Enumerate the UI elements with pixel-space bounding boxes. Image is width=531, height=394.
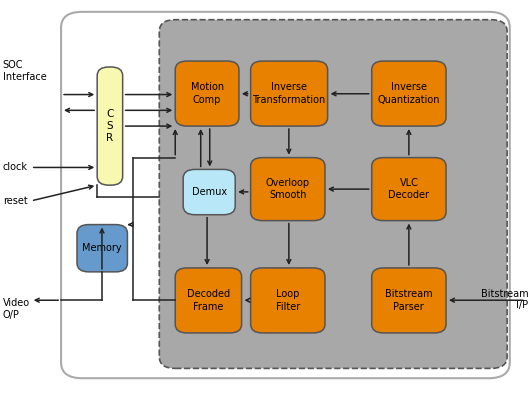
- Text: Inverse
Quantization: Inverse Quantization: [378, 82, 440, 105]
- Text: Memory: Memory: [82, 243, 122, 253]
- FancyBboxPatch shape: [175, 268, 242, 333]
- Text: Loop
Filter: Loop Filter: [276, 289, 300, 312]
- FancyBboxPatch shape: [77, 225, 127, 272]
- Text: Video
O/P: Video O/P: [3, 299, 30, 320]
- FancyBboxPatch shape: [97, 67, 123, 185]
- Text: Overloop
Smooth: Overloop Smooth: [266, 178, 310, 200]
- Text: Decoded
Frame: Decoded Frame: [187, 289, 230, 312]
- Text: Demux: Demux: [192, 187, 227, 197]
- FancyBboxPatch shape: [159, 20, 507, 368]
- Text: reset: reset: [3, 196, 28, 206]
- FancyBboxPatch shape: [251, 268, 325, 333]
- Text: VLC
Decoder: VLC Decoder: [388, 178, 430, 200]
- FancyBboxPatch shape: [251, 158, 325, 221]
- Text: Bitstream
Parser: Bitstream Parser: [385, 289, 433, 312]
- FancyBboxPatch shape: [372, 158, 446, 221]
- Text: Inverse
Transformation: Inverse Transformation: [253, 82, 326, 105]
- FancyBboxPatch shape: [372, 268, 446, 333]
- Text: Motion
Comp: Motion Comp: [191, 82, 224, 105]
- FancyBboxPatch shape: [61, 12, 510, 378]
- Text: clock: clock: [3, 162, 28, 173]
- FancyBboxPatch shape: [175, 61, 239, 126]
- Text: C
S
R: C S R: [106, 109, 114, 143]
- FancyBboxPatch shape: [251, 61, 328, 126]
- FancyBboxPatch shape: [183, 169, 235, 215]
- FancyBboxPatch shape: [372, 61, 446, 126]
- Text: Bitstream
I/P: Bitstream I/P: [481, 289, 528, 310]
- Text: SOC
Interface: SOC Interface: [3, 60, 46, 82]
